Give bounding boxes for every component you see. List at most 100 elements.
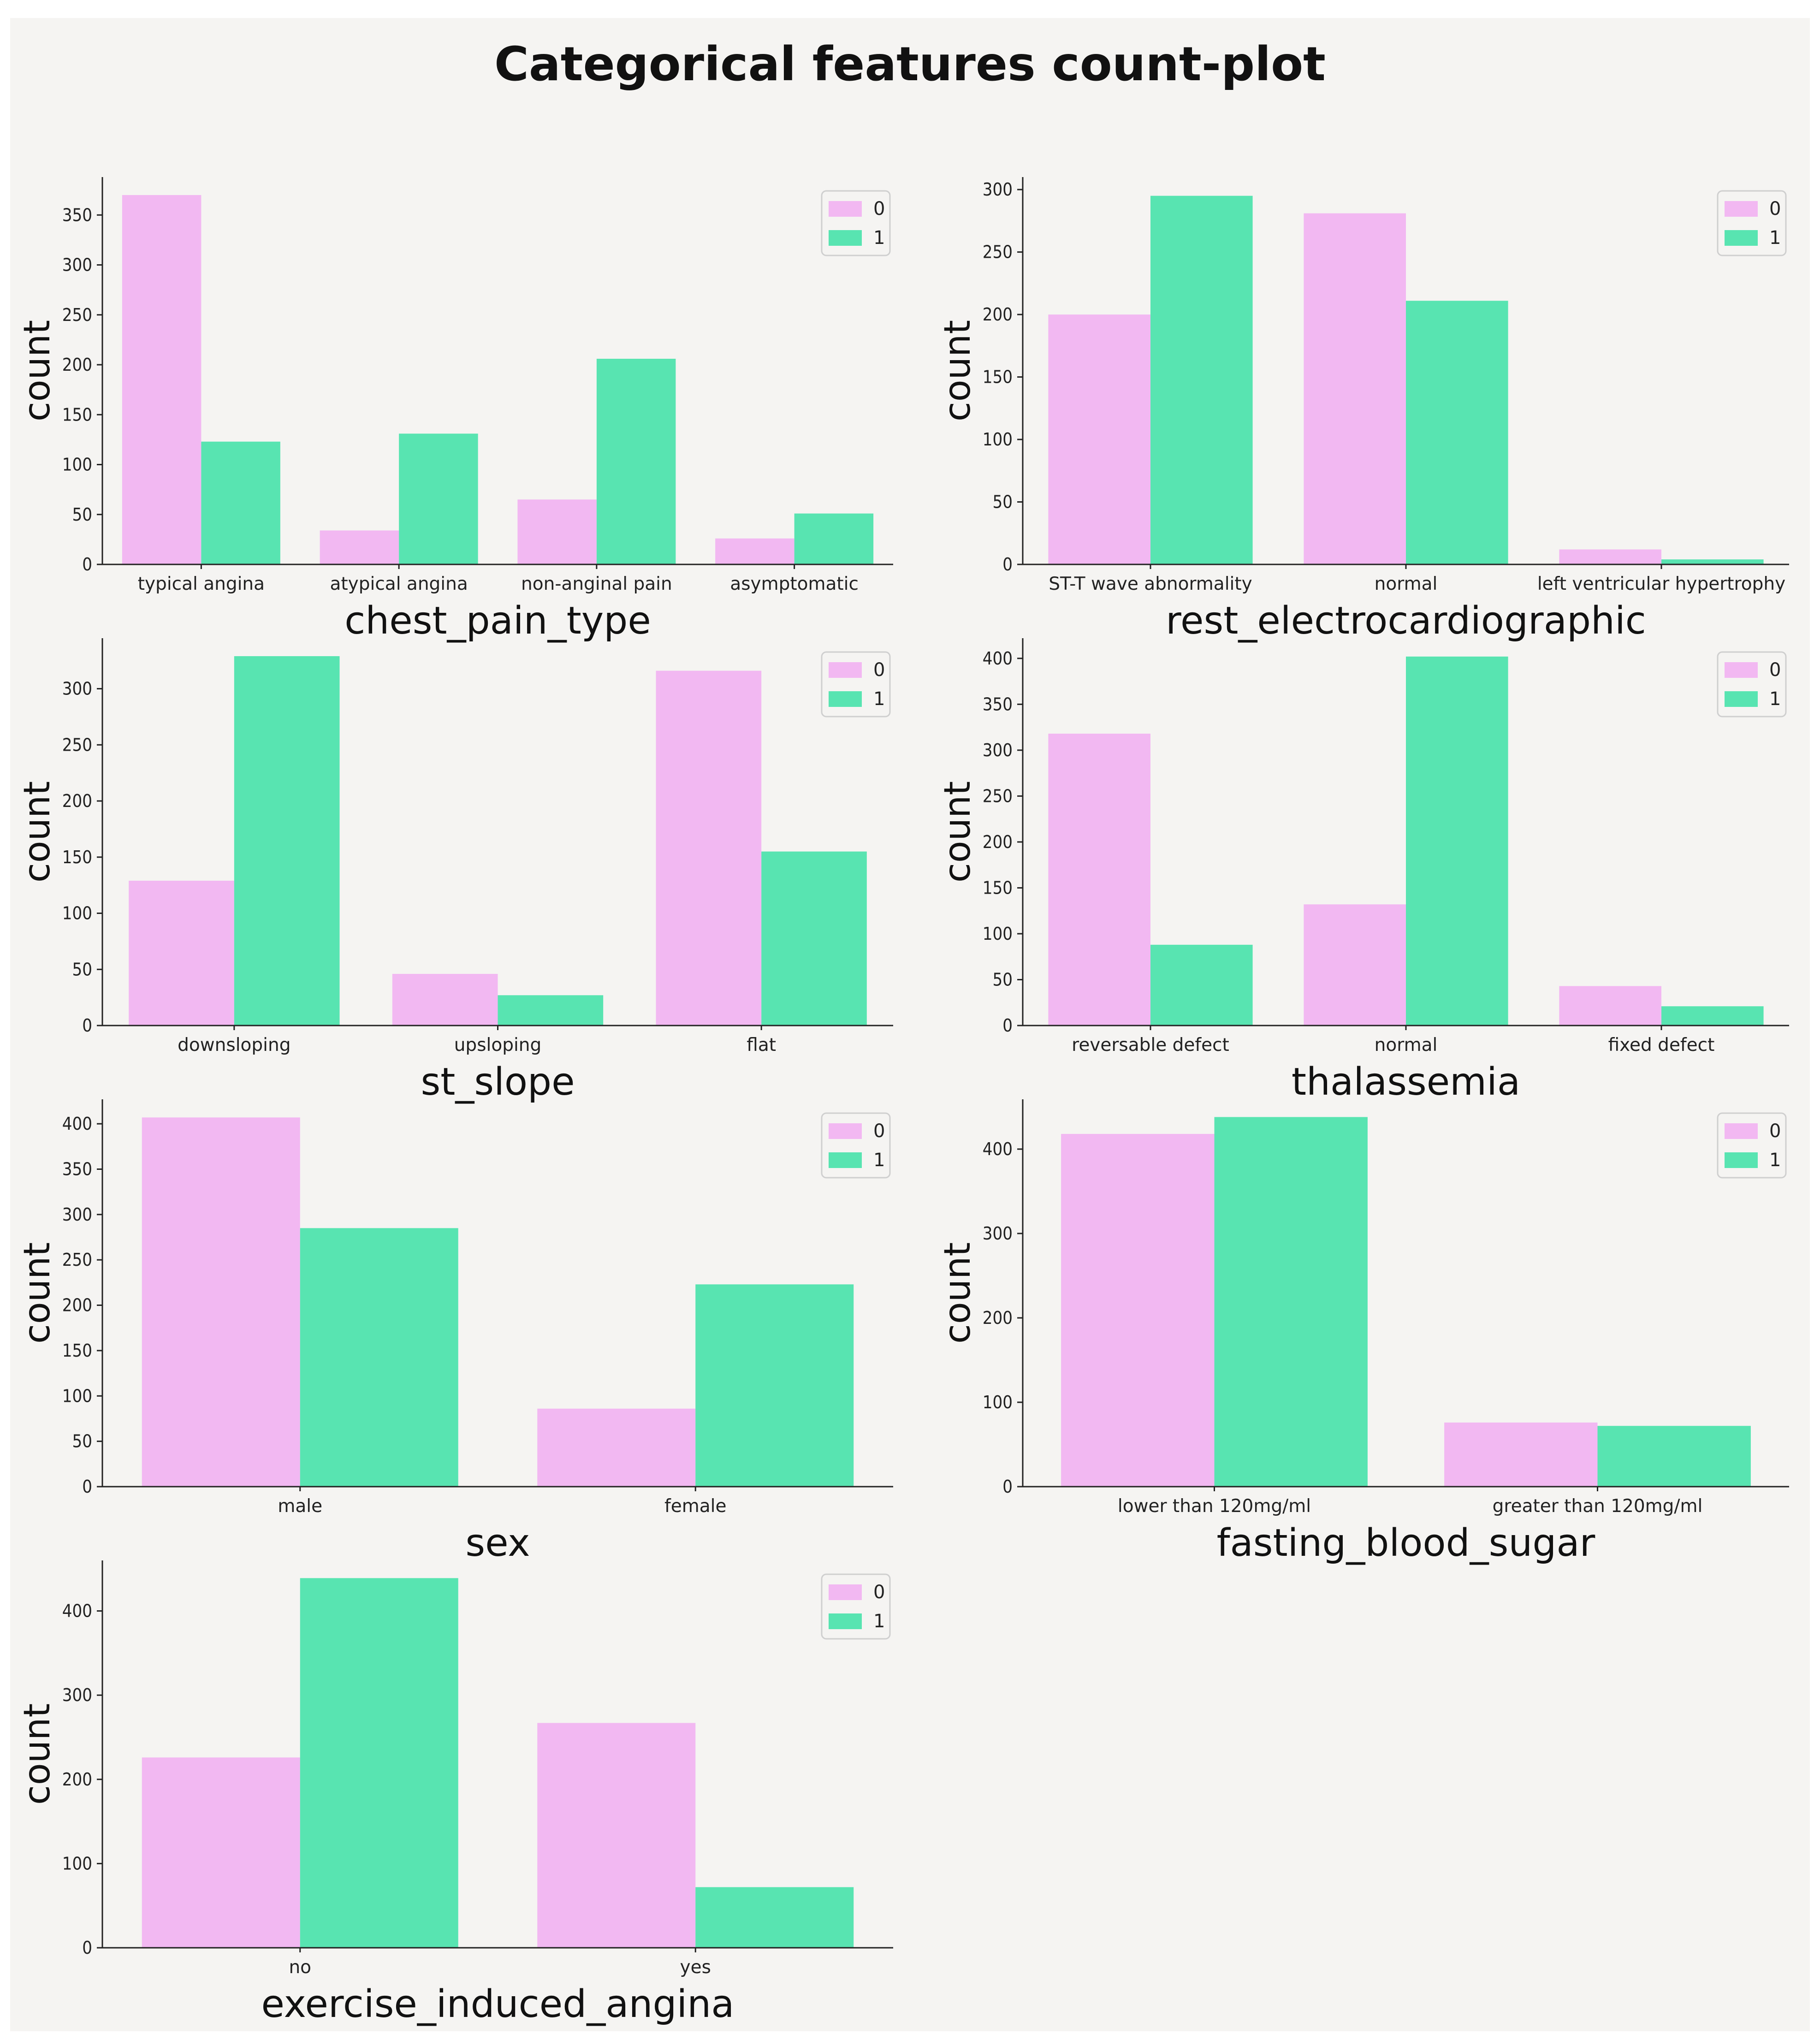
x-tick-label-greater-than-120mg-ml: greater than 120mg/ml: [1493, 1496, 1703, 1517]
bar-typical-angina-hue-0: [122, 195, 202, 564]
x-tick-label-normal: normal: [1375, 574, 1438, 594]
y-tick-label-300: 300: [983, 1223, 1013, 1244]
legend-label-1: 1: [1769, 227, 1781, 249]
bar-greater-than-120mg-ml-hue-1: [1597, 1426, 1751, 1487]
x-tick-label-yes: yes: [680, 1957, 711, 1978]
legend: 01: [821, 651, 891, 718]
y-tick-label-350: 350: [62, 1159, 92, 1179]
bar-fixed-defect-hue-1: [1661, 1006, 1764, 1026]
y-tick-label-350: 350: [62, 205, 92, 225]
y-tick-label-300: 300: [62, 1685, 92, 1705]
x-tick-label-downsloping: downsloping: [178, 1035, 290, 1056]
legend-swatch-0: [1725, 201, 1758, 217]
y-tick-label-300: 300: [62, 1204, 92, 1225]
legend-label-0: 0: [873, 659, 885, 681]
y-tick-label-400: 400: [62, 1114, 92, 1134]
legend-label-0: 0: [873, 1582, 885, 1603]
legend-label-1: 1: [1769, 1150, 1781, 1171]
bar-downsloping-hue-0: [129, 880, 234, 1026]
y-tick-label-150: 150: [983, 367, 1013, 387]
y-tick-label-0: 0: [1002, 554, 1013, 575]
bar-greater-than-120mg-ml-hue-0: [1444, 1422, 1598, 1487]
y-tick-label-300: 300: [983, 179, 1013, 200]
x-tick-label-asymptomatic: asymptomatic: [730, 574, 859, 594]
bar-yes-hue-0: [537, 1723, 696, 1948]
x-axis-label: chest_pain_type: [344, 599, 651, 643]
bar-normal-hue-0: [1304, 213, 1406, 564]
bar-normal-hue-1: [1406, 301, 1508, 564]
bar-yes-hue-1: [695, 1887, 854, 1948]
bar-atypical-angina-hue-0: [320, 530, 399, 564]
bar-reversable-defect-hue-1: [1150, 944, 1253, 1026]
bar-male-hue-1: [300, 1228, 458, 1487]
y-axis-label: count: [937, 320, 978, 421]
bar-non-anginal-pain-hue-0: [517, 499, 597, 564]
bar-flat-hue-1: [761, 851, 867, 1026]
y-tick-label-50: 50: [72, 1431, 93, 1452]
legend-swatch-0: [1725, 662, 1758, 678]
bar-lower-than-120mg-ml-hue-0: [1061, 1134, 1215, 1487]
bar-typical-angina-hue-1: [201, 441, 280, 564]
y-tick-label-400: 400: [983, 1139, 1013, 1159]
bar-st-t-wave-abnormality-hue-0: [1048, 314, 1150, 564]
bar-female-hue-0: [537, 1408, 696, 1487]
legend-label-0: 0: [1769, 198, 1781, 219]
y-tick-label-50: 50: [993, 492, 1013, 512]
y-axis-label: count: [17, 320, 58, 421]
legend: 01: [821, 190, 891, 256]
y-tick-label-100: 100: [983, 924, 1013, 944]
y-tick-label-200: 200: [983, 832, 1013, 852]
x-tick-label-left-ventricular-hypertrophy: left ventricular hypertrophy: [1537, 574, 1785, 594]
legend-label-1: 1: [873, 227, 885, 249]
y-tick-label-0: 0: [82, 1938, 92, 1958]
x-tick-label-lower-than-120mg-ml: lower than 120mg/ml: [1118, 1496, 1311, 1517]
y-tick-label-250: 250: [983, 242, 1013, 262]
legend: 01: [1717, 1112, 1787, 1179]
y-tick-label-300: 300: [62, 679, 92, 699]
y-tick-label-200: 200: [62, 355, 92, 375]
figure-title: Categorical features count-plot: [494, 37, 1326, 92]
legend-label-1: 1: [873, 1611, 885, 1632]
x-tick-label-male: male: [278, 1496, 322, 1517]
legend-swatch-0: [829, 662, 862, 678]
x-tick-label-non-anginal-pain: non-anginal pain: [521, 574, 672, 594]
legend-label-1: 1: [1769, 688, 1781, 710]
y-tick-label-150: 150: [983, 878, 1013, 898]
y-axis-label: count: [17, 1242, 58, 1344]
y-tick-label-0: 0: [82, 1477, 92, 1497]
y-tick-label-50: 50: [993, 969, 1013, 990]
y-tick-label-350: 350: [983, 694, 1013, 714]
legend: 01: [1717, 190, 1787, 256]
legend-swatch-1: [1725, 230, 1758, 246]
y-tick-label-150: 150: [62, 847, 92, 867]
bar-asymptomatic-hue-1: [794, 513, 874, 564]
x-axis-label: fasting_blood_sugar: [1217, 1521, 1595, 1565]
bar-reversable-defect-hue-0: [1048, 734, 1150, 1026]
y-tick-label-100: 100: [62, 903, 92, 924]
y-tick-label-200: 200: [983, 304, 1013, 325]
legend-swatch-0: [829, 1123, 862, 1139]
legend: 01: [821, 1112, 891, 1179]
legend-swatch-1: [829, 230, 862, 246]
x-tick-label-flat: flat: [747, 1035, 776, 1056]
legend-swatch-0: [829, 1584, 862, 1600]
legend-swatch-1: [829, 691, 862, 707]
x-tick-label-fixed-defect: fixed defect: [1608, 1035, 1715, 1056]
y-tick-label-50: 50: [72, 959, 93, 979]
y-tick-label-50: 50: [72, 504, 93, 525]
y-axis-label: count: [937, 781, 978, 883]
x-tick-label-female: female: [664, 1496, 726, 1517]
figure: Categorical features count-plot typical …: [10, 18, 1810, 2031]
chart-thalassemia: reversable defect normal fixed defect 0 50 10…: [937, 638, 1789, 1104]
legend-label-0: 0: [1769, 659, 1781, 681]
x-tick-label-reversable-defect: reversable defect: [1072, 1035, 1229, 1056]
legend: 01: [1717, 651, 1787, 718]
y-tick-label-150: 150: [62, 1340, 92, 1361]
y-tick-label-0: 0: [1002, 1477, 1013, 1497]
chart-exercise-induced-angina: no yes0100200300400countexercise_induced_…: [17, 1560, 893, 2026]
x-axis-label: rest_electrocardiographic: [1166, 599, 1646, 643]
x-tick-label-normal: normal: [1375, 1035, 1438, 1056]
chart-fasting-blood-sugar: lower than 120mg/ml greater than 120mg/ml…: [937, 1099, 1789, 1565]
bar-fixed-defect-hue-0: [1559, 986, 1661, 1026]
y-tick-label-400: 400: [62, 1601, 92, 1621]
